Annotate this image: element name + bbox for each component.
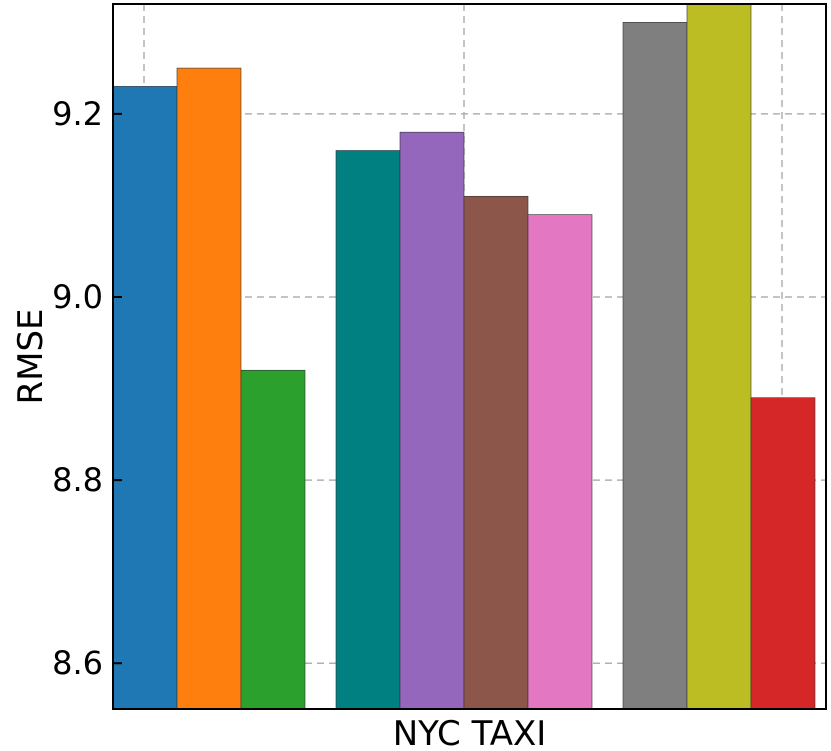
bar-g3-b2 bbox=[686, 3, 752, 710]
y-ticks: 8.6 8.8 9.0 9.2 bbox=[52, 95, 122, 682]
y-tick-label: 8.8 bbox=[52, 461, 103, 499]
bar-g2-b3 bbox=[463, 195, 529, 710]
y-tick-label: 9.2 bbox=[52, 95, 103, 133]
bar-g2-b4 bbox=[527, 214, 593, 710]
bar-g3-b1 bbox=[622, 22, 688, 710]
bar-g2-b2 bbox=[399, 131, 465, 710]
bar-g1-b2 bbox=[176, 67, 242, 710]
plot-frame bbox=[112, 3, 827, 710]
y-tick-label: 8.6 bbox=[52, 644, 103, 682]
bar-g1-b1 bbox=[112, 86, 178, 710]
bar-g3-b3 bbox=[750, 397, 816, 710]
y-tick-label: 9.0 bbox=[52, 278, 103, 316]
x-axis-label: NYC TAXI bbox=[393, 714, 547, 751]
bars bbox=[112, 3, 816, 710]
bar-g2-b1 bbox=[335, 150, 401, 710]
y-axis-label: RMSE bbox=[11, 308, 51, 404]
bar-g1-b3 bbox=[240, 369, 306, 710]
